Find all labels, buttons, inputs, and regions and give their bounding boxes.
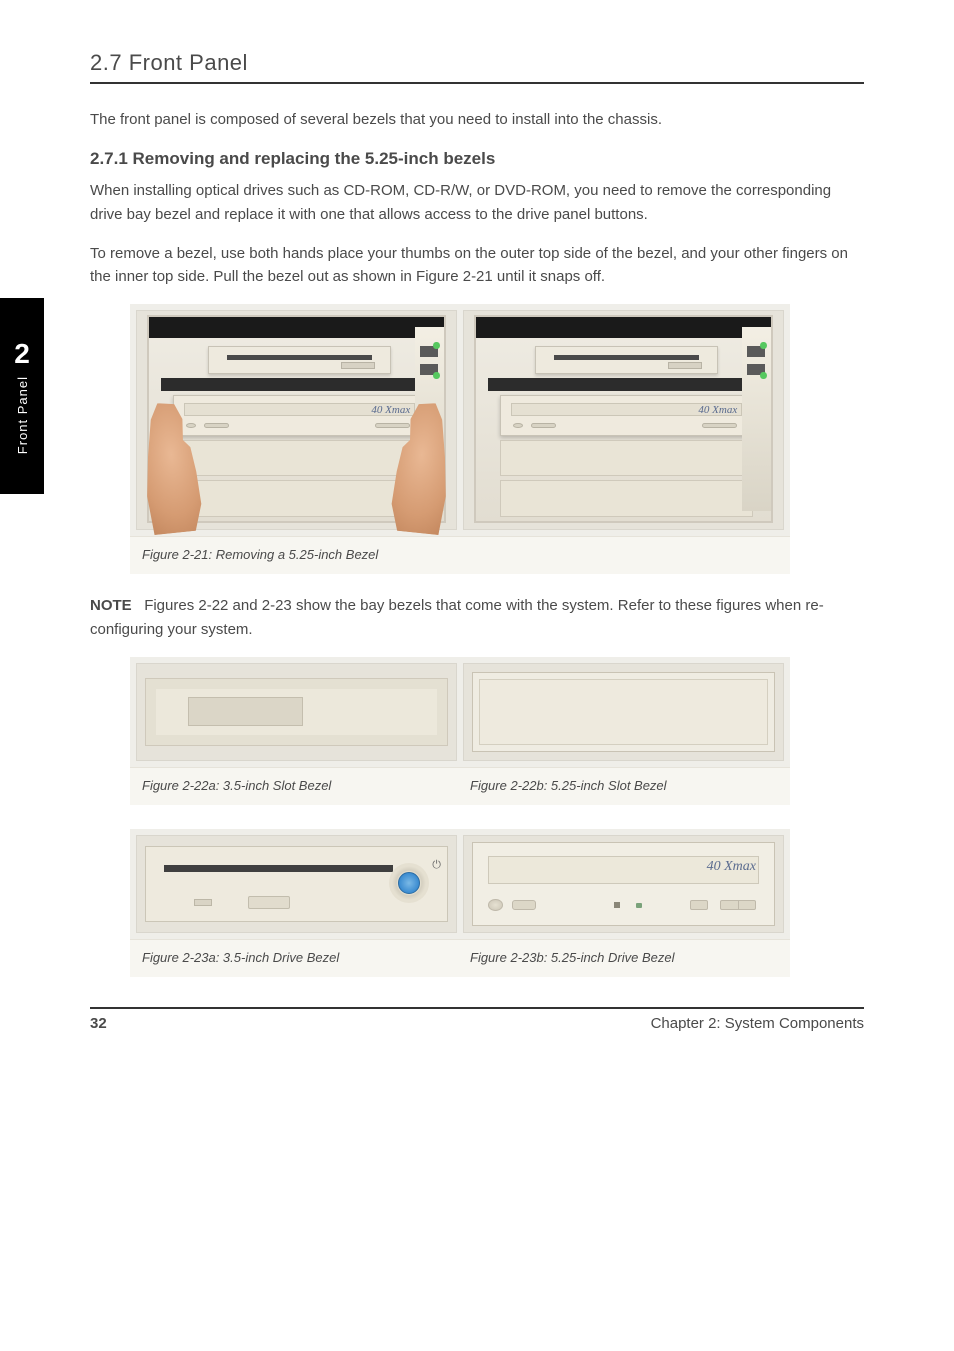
case-led (433, 372, 439, 379)
cdrom-eject (375, 423, 410, 428)
intro-paragraph: The front panel is composed of several b… (90, 108, 864, 131)
case-top-black (476, 317, 771, 337)
cdrom-speed-label: 40 Xmax (707, 859, 756, 875)
figure-2-23-caption-row: Figure 2-23a: 3.5-inch Drive Bezel Figur… (130, 939, 790, 977)
cdrom-eject-button (720, 900, 756, 911)
figure-2-21-pair: 40 Xmax (130, 304, 790, 536)
cdrom-eject (702, 423, 737, 428)
cdrom-speed-label: 40 Xmax (698, 404, 737, 416)
note-text: Figures 2-22 and 2-23 show the bay bezel… (90, 597, 824, 637)
figure-2-22: Figure 2-22a: 3.5-inch Slot Bezel Figure… (130, 657, 790, 805)
cdrom-pinhole (614, 902, 620, 908)
floppy-eject-button (248, 896, 290, 909)
empty-bay-2 (500, 480, 754, 517)
figure-2-21-left-panel: 40 Xmax (136, 310, 457, 530)
cdrom-vol (186, 423, 196, 428)
power-button-blue (398, 872, 420, 894)
case-side-edge (415, 327, 445, 511)
pc-case-illustration: 40 Xmax (474, 315, 773, 523)
drive-bezel-3-5: ⏻ (136, 835, 457, 933)
slot-bezel-5-25 (463, 663, 784, 761)
figure-2-21-caption: Figure 2-21: Removing a 5.25-inch Bezel (130, 536, 790, 574)
cdrom-headphone-jack (512, 900, 536, 910)
figure-2-22a-caption: Figure 2-22a: 3.5-inch Slot Bezel (142, 778, 450, 793)
paragraph-1: When installing optical drives such as C… (90, 179, 864, 226)
case-led (760, 342, 766, 349)
cdrom-control-bar (473, 895, 774, 915)
cdrom-volume-knob (488, 899, 503, 911)
figure-2-22-caption-row: Figure 2-22a: 3.5-inch Slot Bezel Figure… (130, 767, 790, 805)
rail-bar (161, 378, 432, 390)
chapter-side-tab: 2 Front Panel (0, 298, 44, 494)
rail-bar (488, 378, 759, 390)
page-number: 32 (90, 1015, 107, 1032)
empty-bay-2 (173, 480, 427, 517)
cdrom-jack (531, 423, 556, 428)
floppy-drive (535, 346, 718, 375)
figure-2-22b-caption: Figure 2-22b: 5.25-inch Slot Bezel (470, 778, 778, 793)
page-footer: 32 Chapter 2: System Components (90, 1009, 864, 1032)
drive-bezel-5-25: 40 Xmax (463, 835, 784, 933)
pc-case-illustration: 40 Xmax (147, 315, 446, 523)
empty-bay-1 (500, 440, 754, 477)
page-title: 2.7 Front Panel (90, 50, 864, 76)
page-body: 2.7 Front Panel The front panel is compo… (0, 0, 954, 1072)
section-title-row: 2.7 Front Panel (90, 50, 864, 76)
cdrom-drive: 40 Xmax (173, 395, 427, 436)
floppy-drive-bezel: ⏻ (145, 846, 448, 922)
note-label: NOTE (90, 597, 132, 614)
title-rule (90, 82, 864, 84)
cdrom-activity-led (636, 903, 642, 908)
figure-2-23a-caption: Figure 2-23a: 3.5-inch Drive Bezel (142, 950, 450, 965)
figure-2-23-pair: ⏻ 40 Xmax (130, 829, 790, 939)
floppy-led (194, 899, 212, 906)
cdrom-drive-bezel: 40 Xmax (472, 842, 775, 926)
figure-2-23: ⏻ 40 Xmax (130, 829, 790, 977)
slot-bezel-3-5-shape (145, 678, 448, 746)
cdrom-drive: 40 Xmax (500, 395, 754, 436)
case-top-black (149, 317, 444, 337)
floppy-slot (164, 865, 393, 872)
figure-2-21: 40 Xmax (130, 304, 790, 574)
empty-bay-1 (173, 440, 427, 477)
side-tab-label: Front Panel (15, 376, 30, 454)
figure-2-23b-caption: Figure 2-23b: 5.25-inch Drive Bezel (470, 950, 778, 965)
slot-bezel-3-5 (136, 663, 457, 761)
note-paragraph: NOTE Figures 2-22 and 2-23 show the bay … (90, 594, 864, 641)
cdrom-buttons (501, 423, 753, 431)
paragraph-2: To remove a bezel, use both hands place … (90, 242, 864, 289)
cdrom-play-button (690, 900, 708, 910)
cdrom-vol (513, 423, 523, 428)
cdrom-jack (204, 423, 229, 428)
cdrom-buttons (174, 423, 426, 431)
floppy-drive (208, 346, 391, 375)
cdrom-speed-label: 40 Xmax (371, 404, 410, 416)
case-led (760, 372, 766, 379)
power-on-icon: ⏻ (432, 859, 441, 872)
case-side-edge (742, 327, 772, 511)
power-button-ring: ⏻ (389, 863, 429, 903)
subsection-heading: 2.7.1 Removing and replacing the 5.25-in… (90, 149, 864, 169)
footer-doc-title: Chapter 2: System Components (651, 1015, 864, 1032)
figure-2-21-right-panel: 40 Xmax (463, 310, 784, 530)
figure-2-22-pair (130, 657, 790, 767)
case-led (433, 342, 439, 349)
side-tab-number: 2 (14, 338, 30, 370)
slot-bezel-5-25-shape (472, 672, 775, 752)
